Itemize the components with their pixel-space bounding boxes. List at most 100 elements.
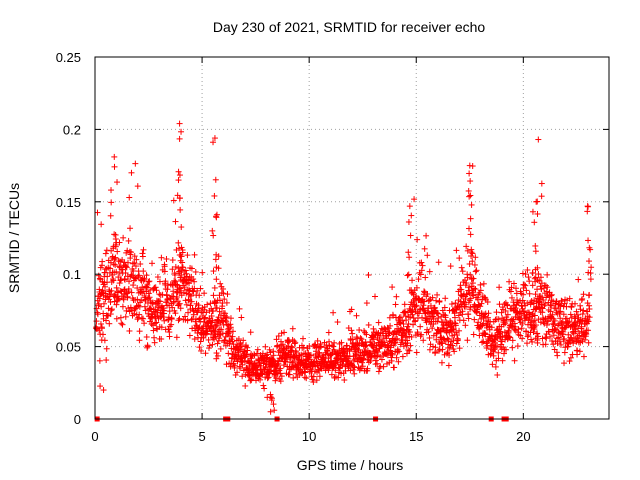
data-point	[467, 178, 474, 185]
data-point	[200, 334, 207, 341]
data-point	[101, 300, 108, 307]
data-point	[459, 308, 466, 315]
data-point	[557, 308, 564, 315]
data-point	[136, 337, 143, 344]
data-point	[439, 346, 446, 353]
x-tick-label: 20	[516, 429, 530, 444]
data-point	[445, 362, 452, 369]
data-point	[177, 206, 184, 213]
data-point	[183, 270, 190, 277]
data-point	[206, 342, 213, 349]
data-point	[392, 336, 399, 343]
data-point	[561, 360, 568, 367]
data-point	[577, 306, 584, 313]
data-point	[347, 367, 354, 374]
data-point	[487, 351, 494, 358]
data-point	[526, 290, 533, 297]
data-point	[107, 212, 114, 219]
data-point	[211, 192, 218, 199]
data-point	[546, 333, 553, 340]
data-point	[181, 284, 188, 291]
data-point	[408, 333, 415, 340]
data-point	[134, 183, 141, 190]
data-point	[99, 258, 106, 265]
data-point	[212, 256, 219, 263]
data-point	[158, 335, 165, 342]
data-point	[355, 364, 362, 371]
data-point	[490, 352, 497, 359]
data-point	[247, 377, 254, 384]
data-point	[472, 286, 479, 293]
data-point	[157, 298, 164, 305]
data-point	[236, 305, 243, 312]
data-point	[119, 266, 126, 273]
data-point	[176, 245, 183, 252]
data-point	[219, 318, 226, 325]
data-point	[113, 239, 120, 246]
data-point	[105, 312, 112, 319]
data-point	[534, 333, 541, 340]
data-point	[529, 338, 536, 345]
data-point	[292, 339, 299, 346]
data-point	[464, 274, 471, 281]
data-point	[139, 253, 146, 260]
data-point	[111, 298, 118, 305]
data-point	[111, 256, 118, 263]
data-point	[506, 278, 513, 285]
data-point	[508, 284, 515, 291]
data-point	[209, 341, 216, 348]
data-point	[556, 301, 563, 308]
data-point	[464, 337, 471, 344]
data-point	[397, 314, 404, 321]
data-point	[535, 271, 542, 278]
data-point	[314, 337, 321, 344]
data-point	[95, 272, 102, 279]
data-point	[161, 263, 168, 270]
data-point	[179, 249, 186, 256]
data-point	[557, 315, 564, 322]
data-point	[587, 270, 594, 277]
data-point	[467, 192, 474, 199]
data-point	[204, 301, 211, 308]
data-point	[394, 335, 401, 342]
data-point	[543, 322, 550, 329]
data-point	[115, 295, 122, 302]
data-point	[188, 298, 195, 305]
data-point	[581, 336, 588, 343]
data-point	[566, 318, 573, 325]
data-point	[408, 212, 415, 219]
data-point	[417, 323, 424, 330]
data-point	[511, 357, 518, 364]
data-point	[442, 295, 449, 302]
data-point	[365, 272, 372, 279]
data-point	[266, 346, 273, 353]
data-point	[210, 268, 217, 275]
data-point	[572, 321, 579, 328]
data-point	[113, 315, 120, 322]
data-point	[96, 295, 103, 302]
data-point	[464, 247, 471, 254]
data-point	[285, 343, 292, 350]
data-point	[289, 344, 296, 351]
data-point	[226, 333, 233, 340]
data-point	[310, 373, 317, 380]
data-point	[556, 309, 563, 316]
data-point	[478, 300, 485, 307]
data-point	[331, 339, 338, 346]
data-point	[151, 339, 158, 346]
data-point	[173, 334, 180, 341]
data-point	[426, 297, 433, 304]
data-point	[530, 329, 537, 336]
data-point	[325, 367, 332, 374]
data-point	[131, 259, 138, 266]
data-point	[404, 272, 411, 279]
data-point	[341, 377, 348, 384]
data-point	[174, 192, 181, 199]
data-point	[151, 334, 158, 341]
data-point	[471, 285, 478, 292]
data-point	[240, 337, 247, 344]
data-point	[172, 218, 179, 225]
data-point	[540, 297, 547, 304]
data-point	[176, 268, 183, 275]
data-point	[436, 298, 443, 305]
